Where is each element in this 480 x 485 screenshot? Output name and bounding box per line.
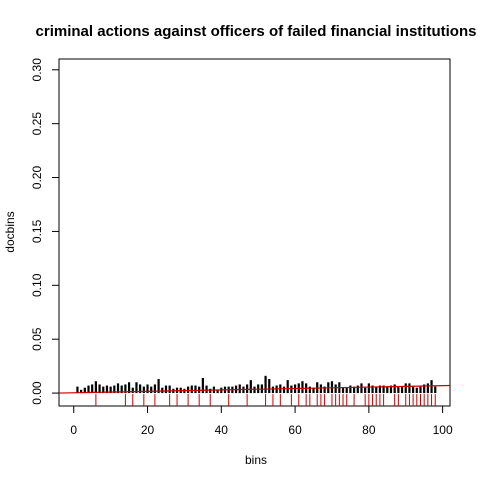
- x-tick-label: 80: [362, 423, 376, 437]
- y-tick-label: 0.10: [30, 273, 44, 297]
- x-tick-label: 100: [433, 423, 453, 437]
- y-tick-label: 0.15: [30, 219, 44, 243]
- trend-line: [58, 384, 451, 394]
- y-tick-label: 0.20: [30, 166, 44, 190]
- plot-frame: [58, 58, 451, 407]
- chart-title: criminal actions against officers of fai…: [36, 23, 477, 40]
- y-tick-label: 0.30: [30, 58, 44, 82]
- x-tick-label: 40: [215, 423, 229, 437]
- x-tick-label: 20: [141, 423, 155, 437]
- y-tick-label: 0.05: [30, 327, 44, 351]
- x-tick-label: 60: [288, 423, 302, 437]
- y-axis-label: docbins: [3, 211, 17, 252]
- y-tick-label: 0.25: [30, 112, 44, 136]
- x-tick-label: 0: [70, 423, 77, 437]
- plot-area: 0 20 40 60 80 100 0.00 0.05 0.10 0.15 0.20 0.25 0.30: [30, 58, 453, 437]
- y-tick-label: 0.00: [30, 381, 44, 405]
- x-axis-label: bins: [245, 453, 267, 467]
